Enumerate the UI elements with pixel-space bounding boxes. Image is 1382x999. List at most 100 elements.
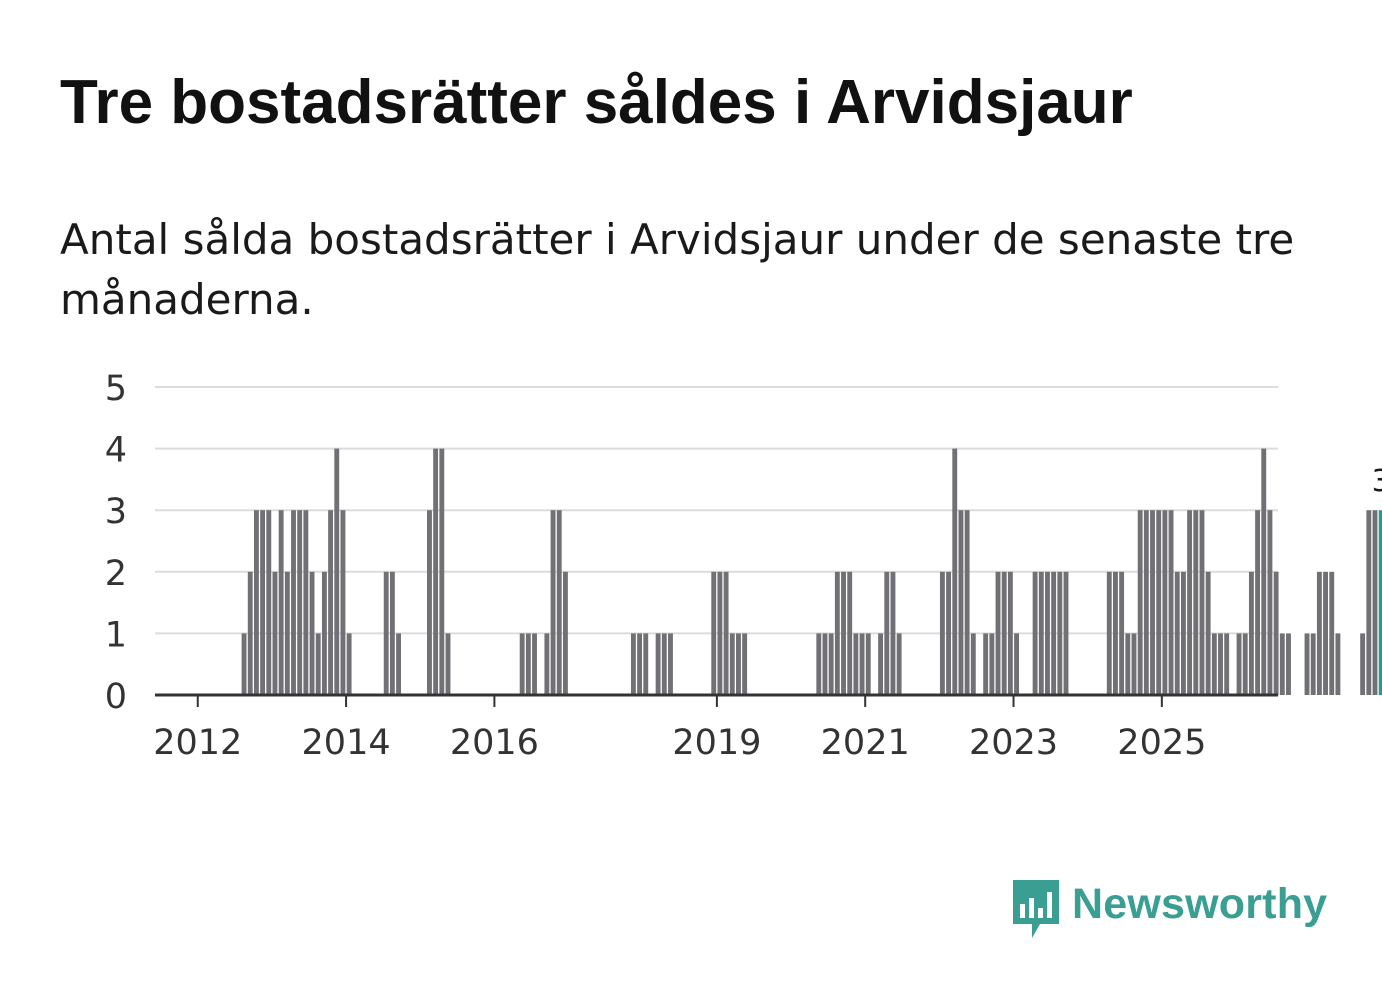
bar [989,633,995,695]
bar [1255,510,1261,695]
bar [309,571,315,695]
bar [1242,633,1248,695]
bar [427,510,432,695]
bar [389,571,395,695]
bar [247,571,253,695]
bar [1113,571,1118,695]
bar [1038,571,1044,695]
bar [946,571,952,695]
bar [1316,571,1322,695]
x-tick-label: 2019 [672,723,761,763]
bar [1156,510,1162,695]
bar [939,571,945,695]
bar [1273,571,1279,695]
y-tick-label: 2 [105,554,127,594]
bar [878,633,884,695]
x-tick-label: 2021 [821,723,910,763]
bar [1063,571,1069,695]
bar [328,510,334,695]
bar [655,633,661,695]
bar [433,448,439,695]
bar [519,633,525,695]
y-tick-label: 5 [105,369,127,409]
bar [1007,571,1013,695]
chart-subtitle: Antal sålda bostadsrätter i Arvidsjaur u… [60,215,1295,324]
bar [1205,571,1211,695]
bar [896,633,902,695]
bar [1143,510,1149,695]
bar [1001,571,1007,695]
bar [303,510,309,695]
bar [334,448,340,695]
bar [383,571,389,695]
bar [321,571,327,695]
bar [272,571,278,695]
bar [828,633,834,695]
bar-highlight [1378,510,1382,695]
bar [1137,510,1143,695]
bar [630,633,636,695]
bar [1261,448,1267,695]
bar [859,633,865,695]
bar [853,633,859,695]
bar [1286,633,1291,695]
bar [340,510,346,695]
bar [1051,571,1057,695]
bar [1329,571,1335,695]
bar [445,633,451,695]
bar [1187,510,1193,695]
x-tick-label: 2016 [450,723,539,763]
bar [890,571,896,695]
bar [661,633,667,695]
y-tick-label: 0 [105,677,127,717]
bar [1279,633,1285,695]
newsworthy-bar-chart-icon [1013,880,1059,938]
bar [253,510,259,695]
bar [278,510,284,695]
bar [315,633,321,695]
bar [884,571,890,695]
bar [241,633,247,695]
highlight-data-label: 3 [1372,464,1382,499]
bar [736,633,741,695]
bar [742,633,748,695]
bar [396,633,401,695]
y-tick-label: 4 [105,431,127,471]
bar [544,633,550,695]
x-tick-label: 2012 [153,723,242,763]
bar [260,510,266,695]
bar [970,633,976,695]
bar [1131,633,1137,695]
bar [1180,571,1186,695]
bar [266,510,272,695]
bar [1224,633,1230,695]
bar [1057,571,1063,695]
bar [865,633,871,695]
bar [1218,633,1223,695]
bar [291,510,296,695]
bar [729,633,735,695]
x-tick-label: 2014 [302,723,391,763]
bar [1360,633,1366,695]
bar [1150,510,1155,695]
newsworthy-logo[interactable]: Newsworthy [1010,878,1327,942]
bar [346,633,352,695]
bar [1211,633,1217,695]
bar [1125,633,1131,695]
bar [1032,571,1038,695]
bar [637,633,643,695]
bar [1193,510,1199,695]
bar [847,571,853,695]
bar [668,633,673,695]
bar [525,633,531,695]
bar [643,633,649,695]
bar [1045,571,1050,695]
bar [983,633,989,695]
y-tick-label: 3 [105,492,127,532]
bar [1168,510,1174,695]
bar [841,571,846,695]
bar [1372,510,1378,695]
bar [834,571,840,695]
bar [1304,633,1310,695]
bar [1267,510,1273,695]
